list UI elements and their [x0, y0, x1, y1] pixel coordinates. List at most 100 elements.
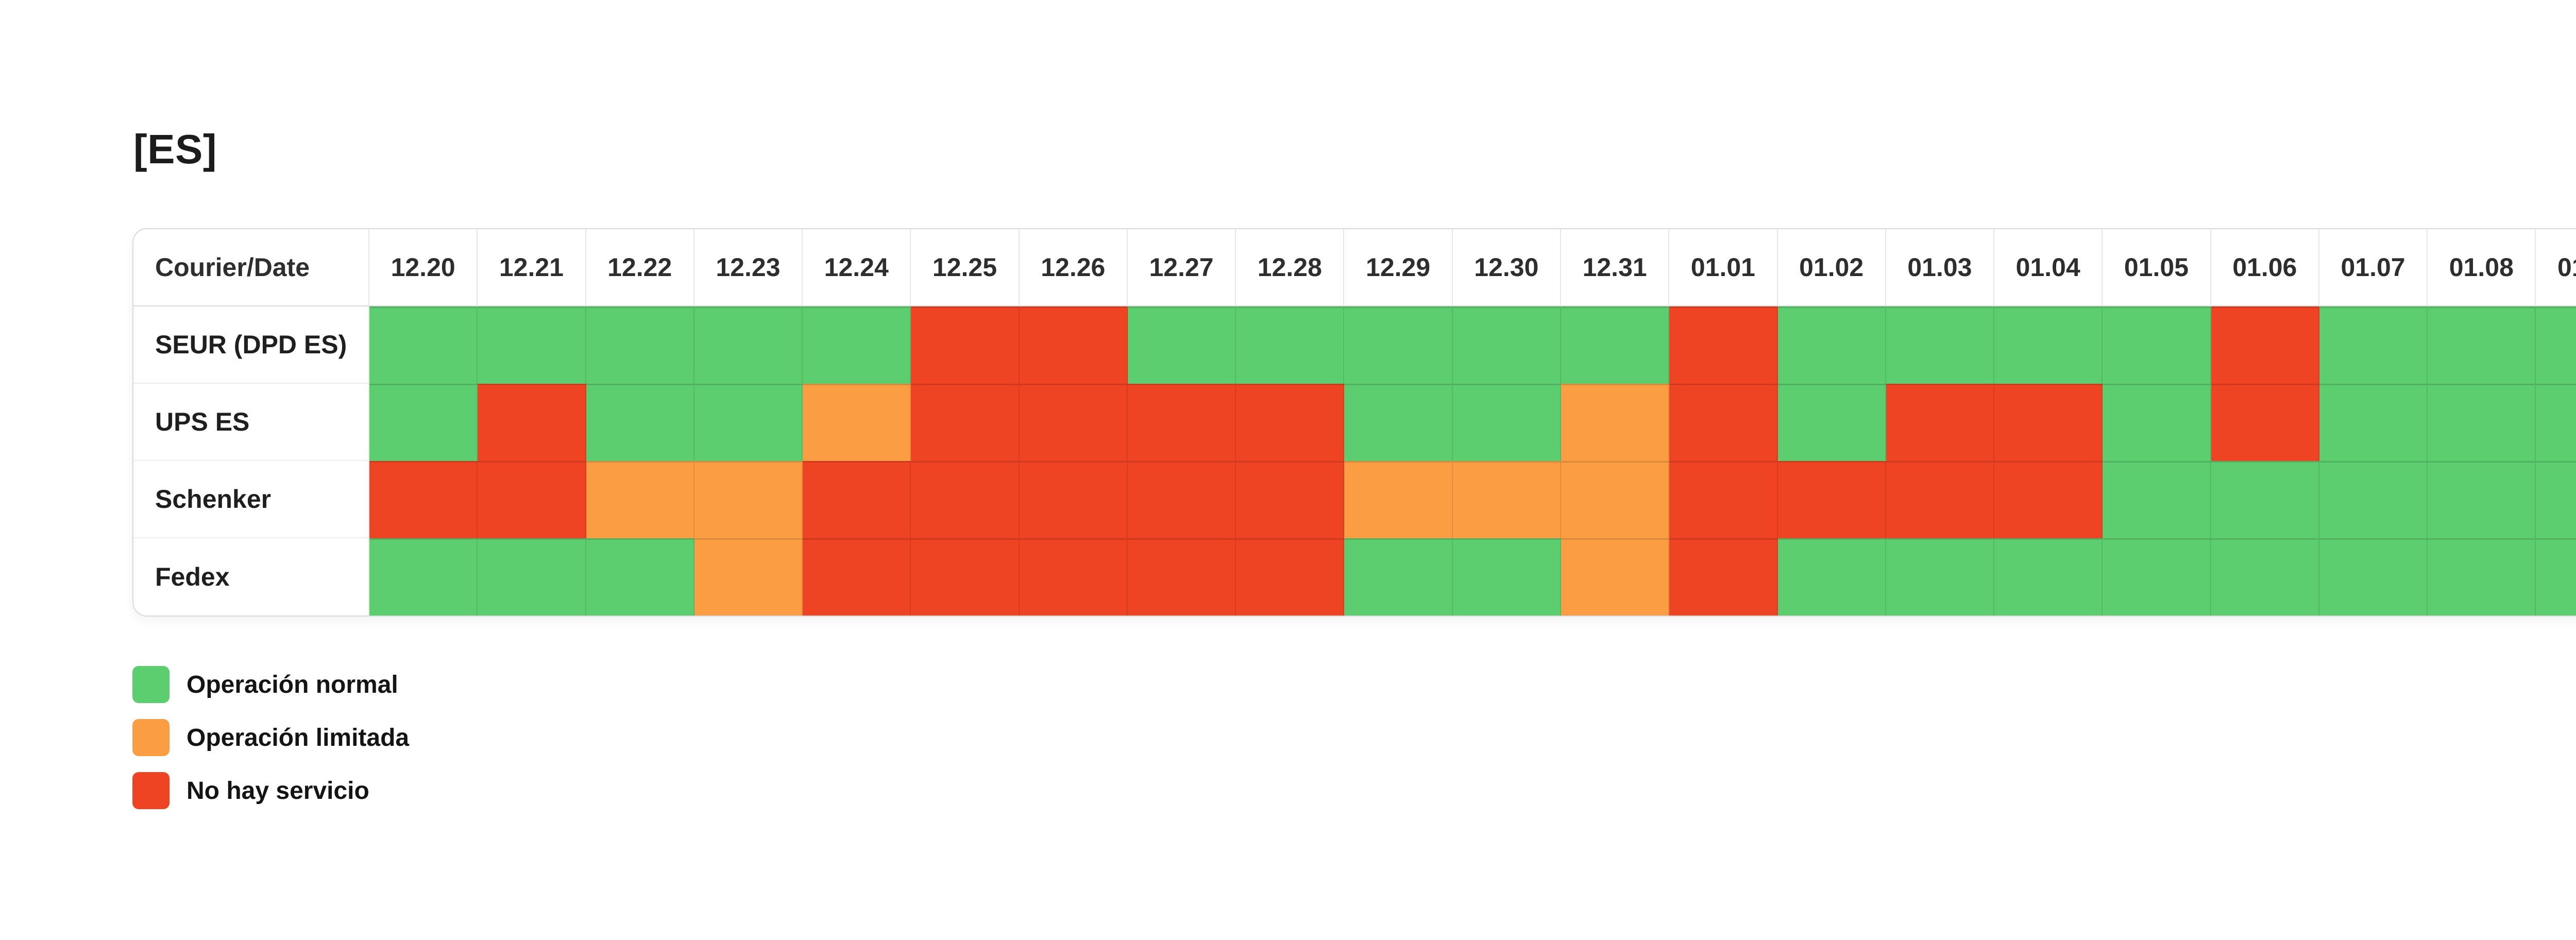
status-cell [1669, 384, 1778, 461]
status-cell [1561, 461, 1670, 538]
status-cell [1886, 461, 1995, 538]
status-cell [1127, 384, 1236, 461]
date-header: 01.08 [2428, 229, 2536, 306]
date-header: 01.09 [2536, 229, 2576, 306]
status-cell [1669, 306, 1778, 384]
status-cell [1127, 538, 1236, 616]
status-cell [586, 461, 694, 538]
status-cell [694, 461, 803, 538]
status-cell [2319, 306, 2428, 384]
status-cell [1236, 306, 1345, 384]
courier-label: UPS ES [133, 384, 369, 461]
status-cell [803, 461, 911, 538]
legend-swatch-none [132, 772, 170, 809]
status-cell [1452, 384, 1561, 461]
status-cell [803, 538, 911, 616]
legend-label: Operación limitada [187, 724, 410, 751]
status-cell [2536, 461, 2576, 538]
status-cell [1019, 384, 1128, 461]
page-title: [ES] [133, 126, 217, 172]
status-cell [478, 538, 586, 616]
status-cell [2103, 538, 2211, 616]
status-cell [1019, 461, 1128, 538]
legend-item: No hay servicio [132, 772, 409, 809]
status-cell [1236, 538, 1345, 616]
status-cell [1994, 384, 2103, 461]
legend-label: Operación normal [187, 671, 398, 698]
date-header: 01.04 [1994, 229, 2103, 306]
status-cell [2428, 461, 2536, 538]
status-cell [1236, 461, 1345, 538]
status-cell [369, 384, 478, 461]
status-cell [2211, 306, 2319, 384]
date-header: 12.25 [911, 229, 1020, 306]
date-header: 12.31 [1561, 229, 1670, 306]
date-header: 12.20 [369, 229, 478, 306]
status-cell [1994, 461, 2103, 538]
status-cell [1669, 461, 1778, 538]
status-cell [478, 384, 586, 461]
status-cell [1994, 306, 2103, 384]
status-cell [2536, 384, 2576, 461]
status-cell [586, 538, 694, 616]
status-cell [2103, 306, 2211, 384]
status-cell [911, 306, 1020, 384]
date-header: 01.05 [2103, 229, 2211, 306]
status-cell [1777, 538, 1886, 616]
status-cell [2428, 384, 2536, 461]
date-header: 12.23 [694, 229, 803, 306]
status-cell [911, 461, 1020, 538]
date-header: 01.06 [2211, 229, 2319, 306]
status-cell [586, 306, 694, 384]
status-cell [369, 538, 478, 616]
status-cell [2211, 538, 2319, 616]
legend-swatch-normal [132, 666, 170, 703]
legend-item: Operación limitada [132, 719, 409, 756]
legend-label: No hay servicio [187, 777, 369, 805]
date-header: 12.29 [1344, 229, 1453, 306]
corner-header: Courier/Date [133, 229, 369, 306]
status-cell [911, 538, 1020, 616]
status-cell [2536, 538, 2576, 616]
status-cell [1886, 538, 1995, 616]
status-cell [2319, 538, 2428, 616]
status-cell [1561, 306, 1670, 384]
legend-swatch-limited [132, 719, 170, 756]
status-cell [1344, 538, 1453, 616]
status-cell [1236, 384, 1345, 461]
date-header: 12.24 [803, 229, 911, 306]
date-header: 12.30 [1452, 229, 1561, 306]
status-cell [1561, 538, 1670, 616]
status-cell [369, 306, 478, 384]
status-cell [478, 306, 586, 384]
date-header: 12.26 [1019, 229, 1128, 306]
status-cell [1886, 384, 1995, 461]
date-header: 01.02 [1777, 229, 1886, 306]
status-cell [2428, 306, 2536, 384]
date-header: 12.21 [478, 229, 586, 306]
status-cell [1019, 306, 1128, 384]
status-cell [1344, 306, 1453, 384]
status-cell [2319, 461, 2428, 538]
status-cell [478, 461, 586, 538]
status-cell [694, 306, 803, 384]
status-cell [1452, 306, 1561, 384]
status-cell [1777, 384, 1886, 461]
status-cell [1669, 538, 1778, 616]
date-header: 01.07 [2319, 229, 2428, 306]
status-cell [2319, 384, 2428, 461]
status-cell [1777, 306, 1886, 384]
status-cell [2103, 461, 2211, 538]
status-cell [586, 384, 694, 461]
date-header: 12.22 [586, 229, 694, 306]
status-cell [1777, 461, 1886, 538]
status-cell [911, 384, 1020, 461]
legend-item: Operación normal [132, 666, 409, 703]
status-cell [1886, 306, 1995, 384]
status-cell [803, 306, 911, 384]
status-cell [369, 461, 478, 538]
status-cell [2211, 461, 2319, 538]
courier-label: SEUR (DPD ES) [133, 306, 369, 384]
status-cell [694, 384, 803, 461]
